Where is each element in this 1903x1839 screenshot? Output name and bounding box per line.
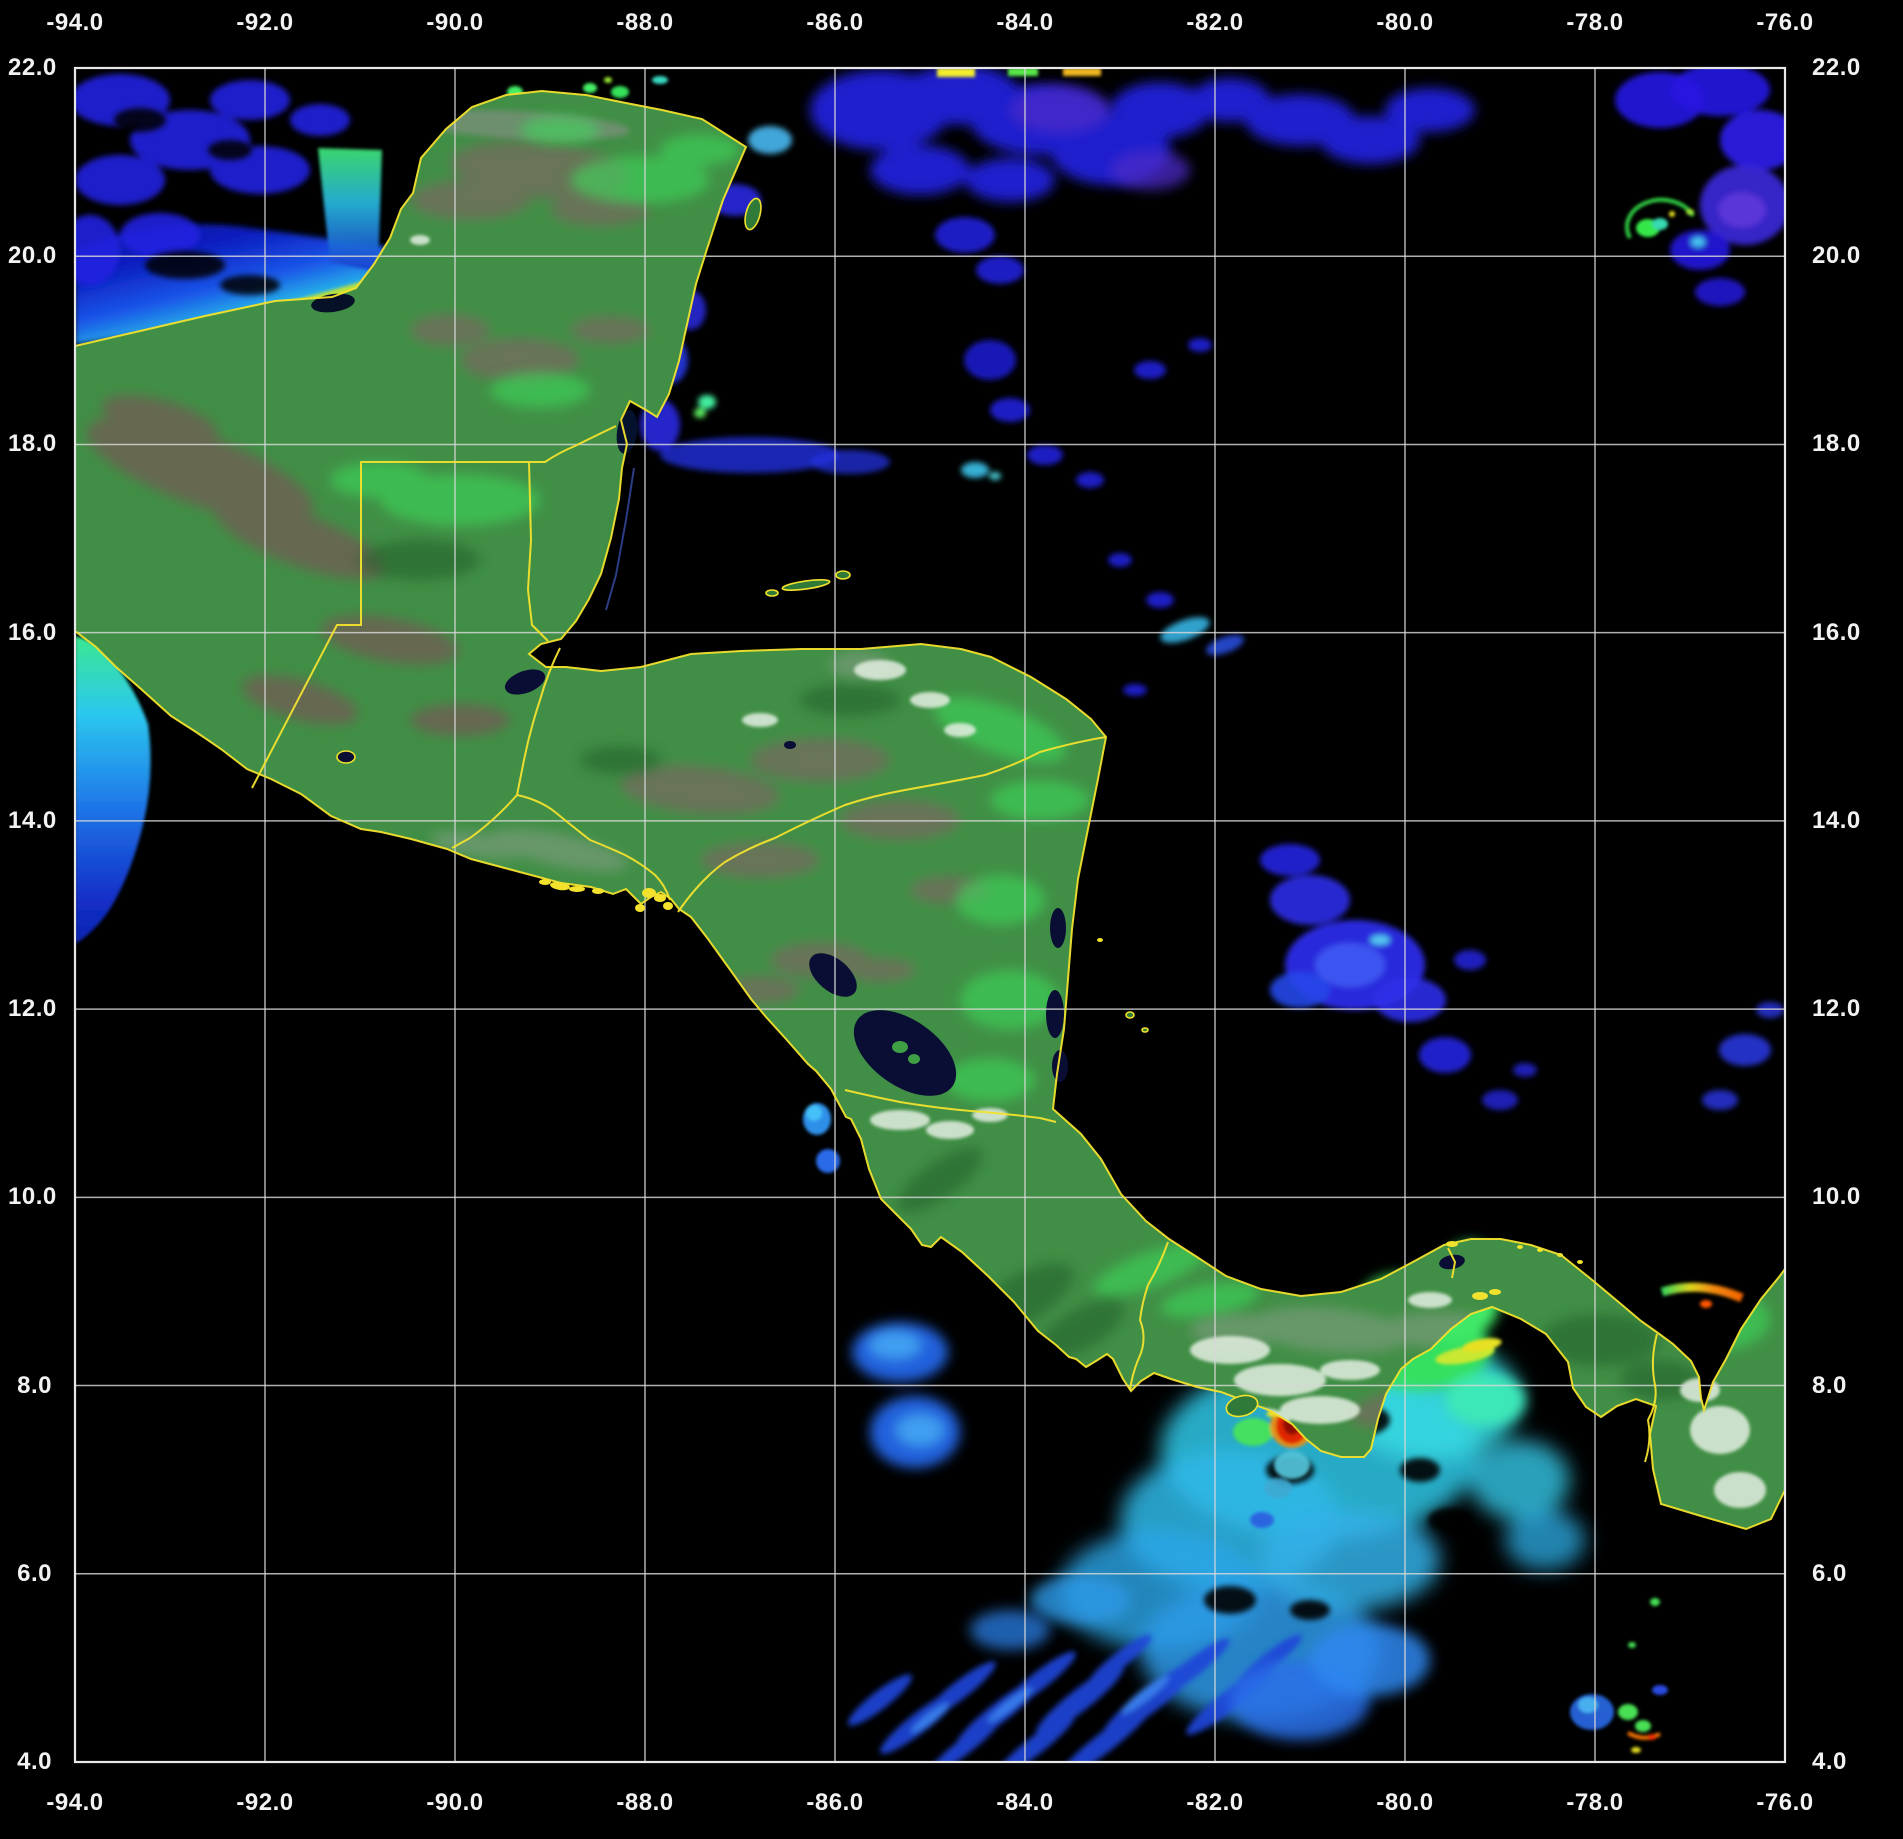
lon-tick-bottom--76.0: -76.0 — [1756, 1789, 1814, 1816]
lon-tick-top--80.0: -80.0 — [1376, 9, 1434, 36]
lat-tick-right-4.0: 4.0 — [1812, 1748, 1847, 1775]
utila-island — [765, 589, 779, 597]
nicaragua-offshore-clouds — [803, 1103, 840, 1173]
bluefields-lagoon — [1046, 990, 1064, 1038]
guanaja-island — [835, 570, 851, 580]
map-frame — [73, 66, 1787, 1764]
lon-tick-bottom--80.0: -80.0 — [1376, 1789, 1434, 1816]
gatun-lake — [1439, 1254, 1465, 1270]
pacific-cloud-streaks — [847, 1576, 1430, 1762]
country-borders — [251, 425, 1658, 1463]
lat-tick-left-4.0: 4.0 — [17, 1748, 52, 1775]
panama-canal-mark — [1447, 1247, 1457, 1279]
border-guatemala-el-salvador — [451, 794, 518, 849]
lat-tick-right-6.0: 6.0 — [1812, 1559, 1847, 1587]
bloom-curl — [1625, 197, 1695, 239]
lon-tick-bottom--78.0: -78.0 — [1566, 1789, 1624, 1816]
gulf-of-campeche-plume — [75, 74, 452, 345]
lon-tick-bottom--92.0: -92.0 — [236, 1789, 294, 1816]
lat-tick-right-18.0: 18.0 — [1812, 430, 1861, 458]
border-mexico-guatemala — [251, 425, 617, 789]
border-el-salvador-honduras — [516, 794, 671, 901]
northeast-corner-clouds — [1615, 68, 1785, 306]
lake-managua — [809, 953, 857, 997]
corn-island — [1125, 1011, 1135, 1019]
lat-tick-right-14.0: 14.0 — [1812, 806, 1861, 834]
lon-tick-top--94.0: -94.0 — [46, 9, 104, 36]
lat-tick-left-12.0: 12.0 — [8, 995, 57, 1023]
lon-tick-top--90.0: -90.0 — [426, 9, 484, 36]
lat-tick-left-8.0: 8.0 — [17, 1371, 52, 1399]
ocean-color-layer — [75, 68, 1785, 1762]
lake-nicaragua — [853, 1010, 957, 1096]
outlined-islands — [744, 197, 1259, 1418]
border-guatemala-belize — [526, 461, 549, 642]
midright-cloud-cluster — [1260, 844, 1784, 1110]
lat-tick-right-20.0: 20.0 — [1812, 242, 1861, 270]
caribbean-cloud-field-north — [810, 68, 1475, 202]
border-nicaragua-costa-rica — [844, 1089, 1057, 1123]
border-costa-rica-panama — [1129, 1241, 1169, 1391]
lon-tick-bottom--94.0: -94.0 — [46, 1789, 104, 1816]
lon-tick-bottom--88.0: -88.0 — [616, 1789, 674, 1816]
caribbean-cloud-purple-tint — [1010, 86, 1190, 190]
graticule — [75, 68, 1785, 1762]
lon-tick-top--76.0: -76.0 — [1756, 9, 1814, 36]
cozumel-island — [744, 197, 762, 231]
lon-tick-top--92.0: -92.0 — [236, 9, 294, 36]
roatan-island — [781, 579, 831, 591]
lakes — [311, 293, 1465, 1270]
gulf-of-tehuantepec-plume — [75, 636, 151, 944]
border-guatemala-honduras — [516, 647, 561, 796]
lat-tick-left-6.0: 6.0 — [17, 1559, 52, 1587]
gulf-of-uraba-plume — [1660, 1282, 1744, 1308]
lat-tick-left-10.0: 10.0 — [8, 1183, 57, 1211]
highlight-yellow-dots — [539, 879, 1583, 1300]
lake-yojoa — [784, 741, 796, 749]
border-honduras-nicaragua — [677, 736, 1107, 913]
bottomright-speck-cluster — [1570, 1598, 1668, 1753]
central-caribbean-clouds — [935, 217, 1244, 696]
lat-tick-right-10.0: 10.0 — [1812, 1183, 1861, 1211]
south-nicoya-cloud — [852, 1322, 960, 1468]
lon-tick-bottom--86.0: -86.0 — [806, 1789, 864, 1816]
lat-tick-right-8.0: 8.0 — [1812, 1371, 1847, 1399]
pearl-lagoon — [1050, 908, 1066, 948]
lon-tick-top--84.0: -84.0 — [996, 9, 1054, 36]
lat-tick-left-18.0: 18.0 — [8, 430, 57, 458]
lon-tick-top--86.0: -86.0 — [806, 9, 864, 36]
lake-islands — [892, 1041, 920, 1064]
lon-tick-bottom--84.0: -84.0 — [996, 1789, 1054, 1816]
lon-tick-bottom--82.0: -82.0 — [1186, 1789, 1244, 1816]
lon-tick-top--78.0: -78.0 — [1566, 9, 1624, 36]
lon-tick-top--82.0: -82.0 — [1186, 9, 1244, 36]
border-panama-colombia — [1644, 1333, 1658, 1463]
lat-tick-left-20.0: 20.0 — [8, 242, 57, 270]
belize-barrier-reef — [605, 467, 635, 611]
lat-tick-left-22.0: 22.0 — [8, 54, 57, 81]
lat-tick-left-14.0: 14.0 — [8, 806, 57, 834]
lake-atitlan — [336, 750, 356, 764]
top-border-bloom-fringes — [937, 68, 1101, 77]
lon-tick-top--88.0: -88.0 — [616, 9, 674, 36]
lat-tick-right-12.0: 12.0 — [1812, 995, 1861, 1023]
political-linework — [75, 90, 1785, 1530]
coiba-island — [1225, 1394, 1259, 1418]
lat-tick-left-16.0: 16.0 — [8, 618, 57, 646]
lat-tick-right-22.0: 22.0 — [1812, 54, 1861, 81]
lat-tick-right-16.0: 16.0 — [1812, 618, 1861, 646]
lon-tick-bottom--90.0: -90.0 — [426, 1789, 484, 1816]
lake-izabal — [504, 669, 546, 695]
